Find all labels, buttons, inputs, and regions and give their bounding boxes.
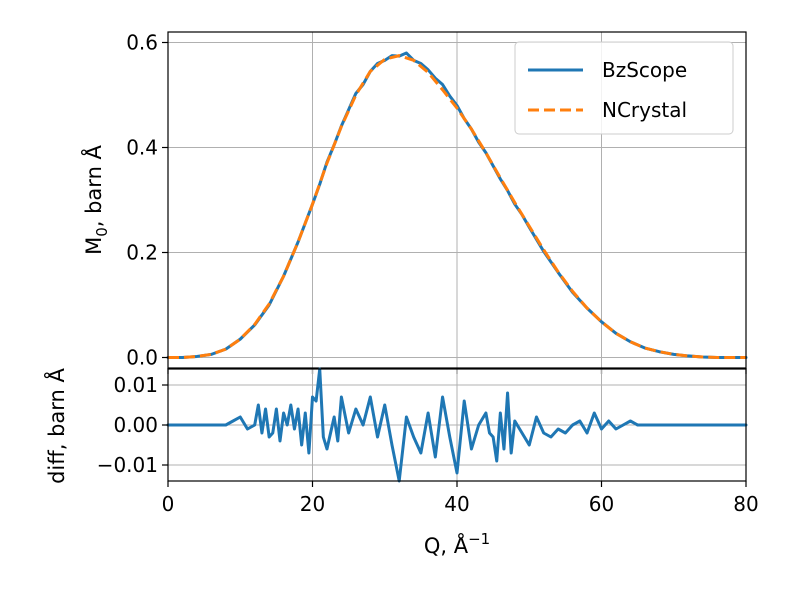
legend-label-ncrystal: NCrystal: [602, 98, 687, 122]
top-ytick-label: 0.6: [126, 31, 158, 55]
top-ytick-label: 0.2: [126, 241, 158, 265]
legend-label-bzscope: BzScope: [602, 58, 687, 82]
xtick-label: 0: [162, 492, 175, 516]
xtick-label: 40: [444, 492, 469, 516]
bottom-panel: −0.01 0.00 0.01 0 20 40 60 80 diff, barn Å Q, Å…: [43, 367, 759, 558]
bottom-series-diff: [166, 367, 748, 483]
top-ytick-label: 0.4: [126, 136, 158, 160]
top-ylabel-rest: , barn Å: [80, 144, 106, 227]
top-series: [166, 51, 748, 359]
xtick-label: 60: [589, 492, 614, 516]
top-ylabel-subscript: 0: [93, 227, 111, 237]
bottom-series: [166, 367, 748, 483]
top-series-ncrystal: [168, 54, 746, 359]
top-panel: 0.0 0.2 0.4 0.6 M0, barn Å BzScope NCrystal: [80, 31, 748, 374]
bottom-ytick-label: −0.01: [97, 453, 158, 477]
xtick-label: 20: [300, 492, 325, 516]
x-axis-label-superscript: −1: [468, 530, 490, 548]
bottom-ylabel: diff, barn Å: [43, 367, 69, 483]
bottom-ytick-label: 0.00: [113, 413, 158, 437]
bottom-ytick-label: 0.01: [113, 373, 158, 397]
legend: BzScope NCrystal: [514, 41, 734, 135]
top-ticks: 0.0 0.2 0.4 0.6: [126, 31, 747, 374]
xtick-label: 80: [733, 492, 758, 516]
bottom-ticks: −0.01 0.00 0.01 0 20 40 60 80: [97, 373, 759, 516]
x-axis-label: Q, Å−1: [424, 530, 490, 558]
top-ytick-label: 0.0: [126, 346, 158, 370]
top-ylabel: M0, barn Å: [80, 144, 111, 254]
